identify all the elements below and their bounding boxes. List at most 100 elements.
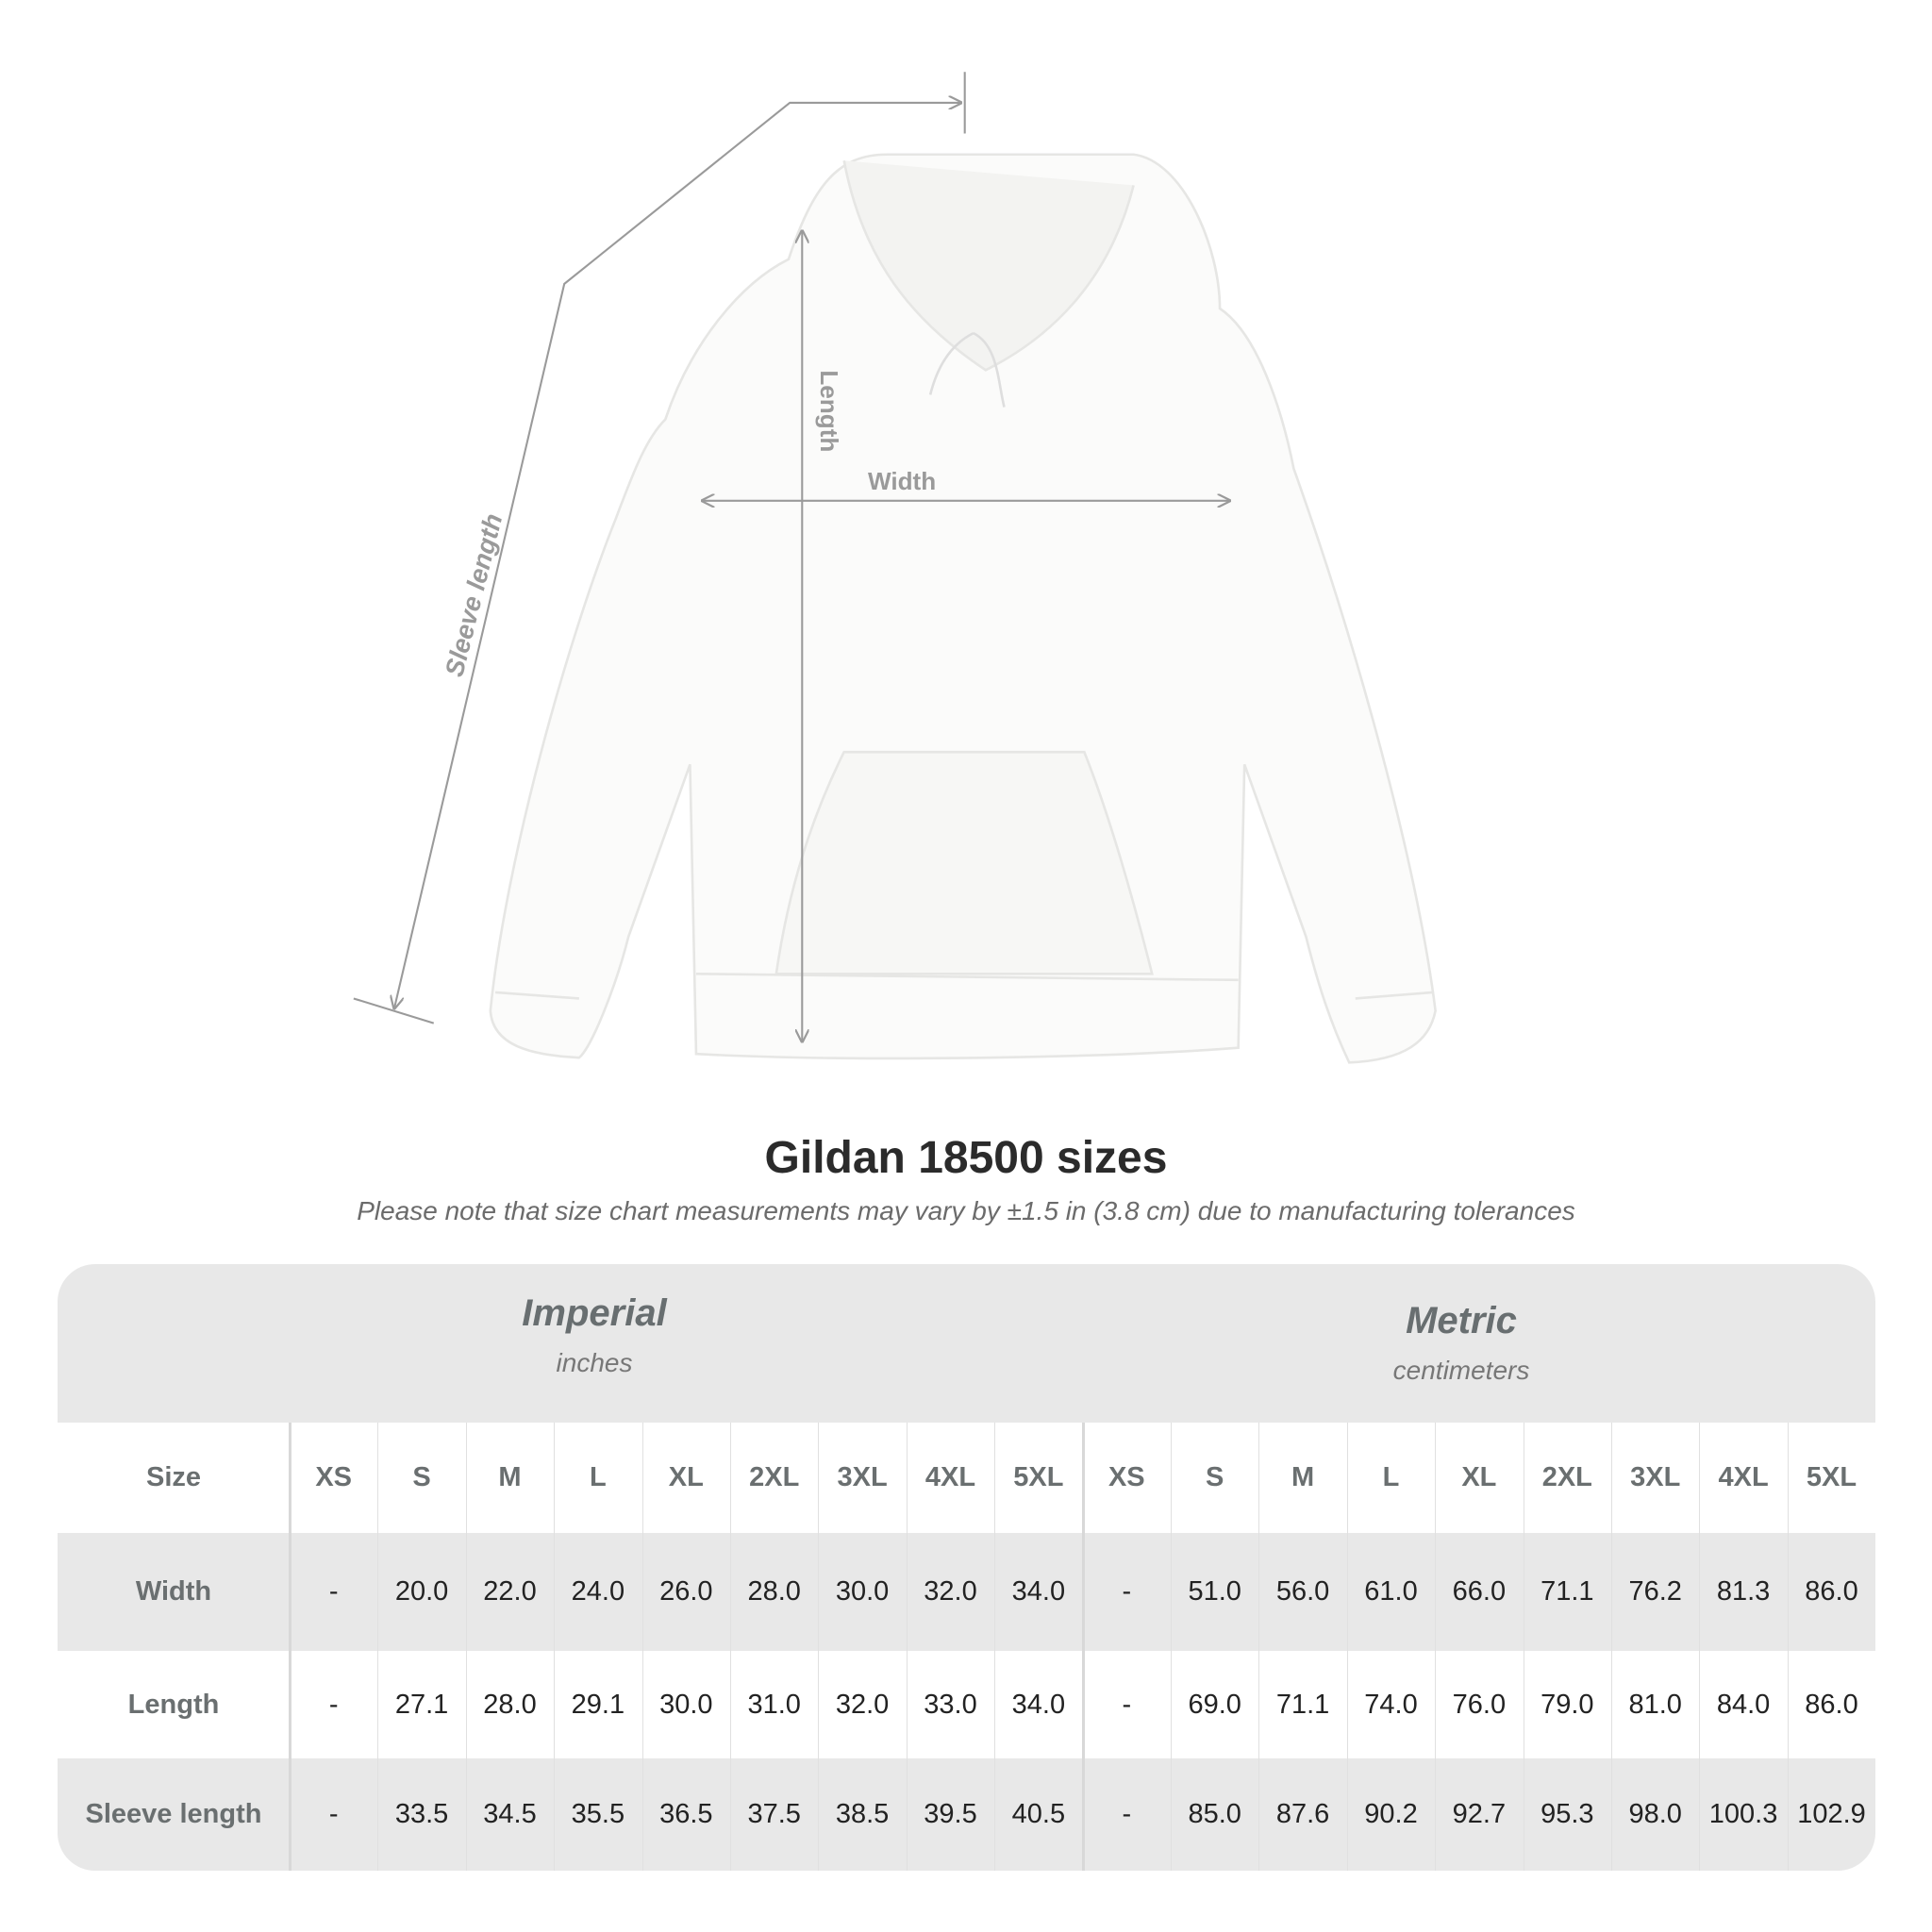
table-cell: 85.0	[1188, 1799, 1241, 1829]
column-divider	[377, 1423, 379, 1871]
column-divider	[1258, 1423, 1260, 1871]
table-cell: -	[328, 1799, 339, 1829]
table-cell: 56.0	[1275, 1576, 1330, 1607]
size-column-header: 4XL	[924, 1462, 976, 1492]
size-table: Imperial inches Metric centimeters Size X…	[58, 1264, 1875, 1871]
table-cell: 38.5	[835, 1799, 890, 1829]
size-column-header: 2XL	[1541, 1462, 1592, 1492]
table-cell: 69.0	[1188, 1689, 1241, 1720]
tolerance-note: Please note that size chart measurements…	[357, 1196, 1575, 1225]
size-column-header: S	[1206, 1462, 1224, 1492]
row-label-sleeve-length: Sleeve length	[85, 1799, 262, 1829]
imperial-group-header: Imperial inches	[311, 1292, 877, 1378]
table-cell: 24.0	[571, 1576, 625, 1607]
column-divider	[818, 1423, 820, 1871]
table-cell: 87.6	[1275, 1799, 1330, 1829]
column-divider	[465, 1423, 467, 1871]
table-cell: 39.5	[924, 1799, 977, 1829]
table-cell: 34.5	[483, 1799, 537, 1829]
measurement-lines	[353, 72, 1230, 1041]
table-cell: 32.0	[924, 1576, 977, 1607]
table-cell: 36.5	[659, 1799, 713, 1829]
size-column-header: 2XL	[749, 1462, 800, 1492]
table-cell: 32.0	[835, 1689, 890, 1720]
table-cell: 33.5	[394, 1799, 449, 1829]
table-cell: 86.0	[1805, 1576, 1858, 1607]
table-cell: 40.5	[1011, 1799, 1066, 1829]
table-cell: 81.0	[1628, 1689, 1682, 1720]
metric-unit: centimeters	[1392, 1356, 1530, 1385]
size-column-header: S	[412, 1462, 431, 1492]
table-cell: 95.3	[1541, 1799, 1594, 1829]
sleeve-bottom-tick	[353, 997, 435, 1024]
size-header-label: Size	[145, 1462, 202, 1492]
table-cell: 37.5	[747, 1799, 801, 1829]
table-cell: -	[1122, 1689, 1132, 1720]
header-band	[58, 1264, 1875, 1423]
size-column-header: 3XL	[837, 1462, 888, 1492]
table-cell: 79.0	[1541, 1689, 1594, 1720]
table-cell: 76.2	[1628, 1576, 1682, 1607]
table-cell: 29.1	[571, 1689, 625, 1720]
column-divider	[906, 1423, 908, 1871]
table-cell: 90.2	[1364, 1799, 1418, 1829]
column-divider	[1787, 1423, 1789, 1871]
row-label-width: Width	[135, 1576, 212, 1607]
table-cell: 34.0	[1011, 1689, 1066, 1720]
table-cell: 61.0	[1364, 1576, 1418, 1607]
size-column-header: XS	[315, 1462, 353, 1492]
table-cell: 71.1	[1275, 1689, 1330, 1720]
table-cell: 20.0	[394, 1576, 449, 1607]
table-cell: 92.7	[1452, 1799, 1507, 1829]
table-cell: 28.0	[747, 1576, 801, 1607]
size-column-header: XL	[668, 1462, 704, 1492]
column-divider	[730, 1423, 731, 1871]
page-title: Gildan 18500 sizes	[764, 1133, 1168, 1183]
table-cell: -	[328, 1576, 339, 1607]
size-column-header: M	[498, 1462, 522, 1492]
column-divider	[994, 1423, 996, 1871]
table-cell: 28.0	[483, 1689, 537, 1720]
table-cell: 81.3	[1716, 1576, 1771, 1607]
table-cell: 71.1	[1541, 1576, 1594, 1607]
table-cell: 35.5	[571, 1799, 625, 1829]
table-cell: 27.1	[394, 1689, 449, 1720]
length-label: Length	[815, 370, 843, 452]
size-column-header: 3XL	[1630, 1462, 1681, 1492]
size-column-header: L	[590, 1462, 607, 1492]
row-band-sleeve	[58, 1758, 1875, 1871]
table-cell: 31.0	[747, 1689, 801, 1720]
size-column-header: 4XL	[1718, 1462, 1769, 1492]
table-cell: 98.0	[1628, 1799, 1682, 1829]
hoodie-illustration: Sleeve length Length Width	[353, 72, 1437, 1064]
size-column-header: L	[1382, 1462, 1400, 1492]
table-cell: 86.0	[1805, 1689, 1858, 1720]
column-divider	[289, 1423, 291, 1871]
table-cell: 74.0	[1364, 1689, 1418, 1720]
table-cell: 26.0	[659, 1576, 713, 1607]
row-label-length: Length	[127, 1689, 220, 1720]
table-cell: 100.3	[1708, 1799, 1778, 1829]
column-divider	[554, 1423, 556, 1871]
table-cell: 30.0	[659, 1689, 713, 1720]
metric-title: Metric	[1406, 1300, 1517, 1341]
column-divider	[1171, 1423, 1172, 1871]
table-cell: -	[1122, 1799, 1132, 1829]
column-divider	[1346, 1423, 1348, 1871]
table-cell: 84.0	[1716, 1689, 1771, 1720]
table-cell: 22.0	[483, 1576, 537, 1607]
size-column-header: M	[1291, 1462, 1315, 1492]
column-divider	[1611, 1423, 1612, 1871]
table-cell: 30.0	[835, 1576, 890, 1607]
column-divider	[1699, 1423, 1701, 1871]
column-divider	[1081, 1423, 1085, 1871]
table-cell: 34.0	[1011, 1576, 1066, 1607]
hoodie-shape	[489, 153, 1437, 1064]
imperial-title: Imperial	[522, 1292, 667, 1334]
sleeve-length-line	[394, 103, 961, 1008]
table-cell: 66.0	[1452, 1576, 1507, 1607]
imperial-unit: inches	[556, 1348, 633, 1377]
table-cell: -	[1122, 1576, 1132, 1607]
column-divider	[641, 1423, 643, 1871]
metric-group-header: Metric centimeters	[1178, 1300, 1744, 1386]
